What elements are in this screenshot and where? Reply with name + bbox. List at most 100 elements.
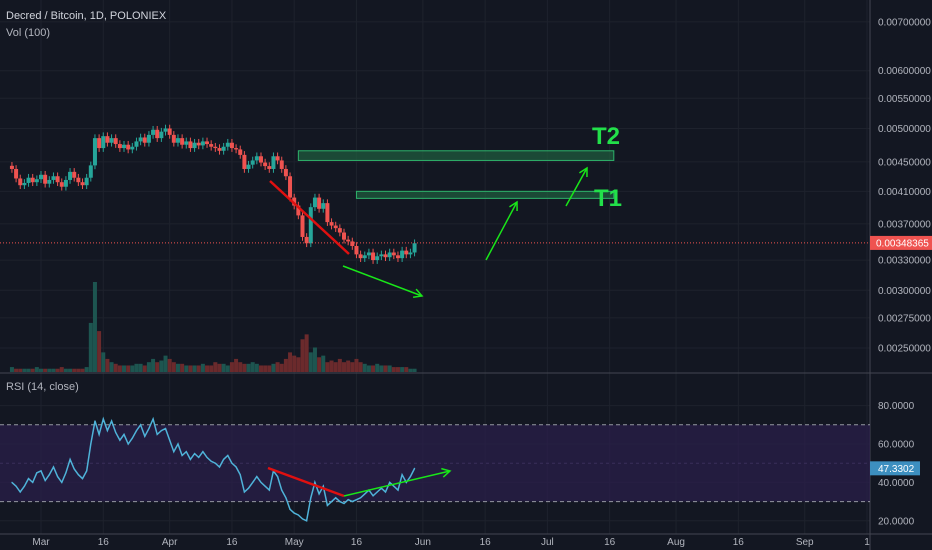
time-axis-tick-label: Sep	[796, 537, 814, 548]
volume-bar	[34, 367, 39, 372]
rsi-point	[98, 433, 100, 435]
rsi-point	[181, 454, 183, 457]
rsi-point	[364, 493, 366, 495]
candle-body	[308, 207, 313, 244]
rsi-point	[156, 433, 158, 435]
candle-body	[151, 129, 156, 135]
rsi-point	[306, 520, 308, 522]
volume-bar	[155, 362, 160, 372]
rsi-point	[210, 460, 212, 462]
rsi-point	[164, 428, 167, 430]
arrow-line	[267, 466, 345, 498]
target-t2-label: T2	[592, 123, 620, 150]
candlestick-series	[9, 124, 417, 264]
candle-body	[14, 168, 19, 179]
axis-labels: 0.00700000 0.00600000 0.00550000 0.00500000…	[32, 17, 932, 548]
candle-body	[63, 179, 68, 187]
candle-body	[250, 160, 255, 165]
time-axis-tick-label: Apr	[162, 537, 178, 548]
volume-bar	[26, 368, 31, 372]
volume-bar	[342, 362, 347, 372]
volume-legend[interactable]: Vol (100)	[6, 27, 51, 39]
candle-body	[300, 215, 305, 237]
candle-body	[271, 156, 276, 169]
candle-body	[47, 179, 52, 184]
candle-body	[92, 138, 97, 166]
rsi-point	[44, 479, 46, 482]
rsi-point	[289, 508, 291, 510]
candle-body	[358, 254, 363, 259]
volume-bar	[292, 355, 297, 372]
volume-bar	[366, 365, 371, 372]
candle-body	[292, 197, 297, 206]
rsi-point	[231, 462, 233, 464]
candle-body	[213, 146, 218, 149]
candle-body	[354, 245, 359, 255]
volume-bar	[196, 365, 201, 372]
candle-body	[76, 177, 81, 183]
rsi-point	[252, 481, 254, 483]
rsi-point	[314, 481, 316, 483]
candle-body	[391, 252, 396, 256]
price-axis-tick-label: 0.00550000	[878, 94, 931, 105]
volume-bar	[180, 363, 185, 372]
candle-body	[134, 141, 139, 147]
volume-bar	[175, 363, 180, 372]
volume-bar	[317, 357, 322, 372]
time-axis-tick-label: 16	[351, 537, 363, 548]
candle-body	[275, 156, 280, 161]
candle-body	[242, 154, 247, 169]
volume-bar	[395, 367, 400, 372]
volume-bar	[234, 358, 239, 372]
volume-bar	[101, 352, 106, 372]
volume-bar	[43, 368, 48, 372]
volume-bar	[18, 368, 23, 372]
rsi-point	[243, 491, 245, 493]
volume-bar	[167, 358, 172, 372]
candle-body	[72, 171, 77, 178]
rsi-point	[397, 489, 399, 491]
arrow-line	[342, 265, 423, 297]
price-axis-tick-label: 0.00500000	[878, 124, 931, 135]
time-axis-tick-label: 16	[98, 537, 110, 548]
target-zone	[355, 190, 615, 199]
candle-body	[238, 149, 243, 155]
rsi-point	[119, 439, 121, 441]
volume-bar	[76, 368, 81, 372]
volume-bar	[151, 358, 156, 372]
candle-body	[167, 128, 172, 135]
candle-body	[175, 138, 180, 143]
rsi-point	[115, 431, 117, 434]
candle-body	[192, 142, 197, 149]
rsi-legend[interactable]: RSI (14, close)	[6, 381, 79, 393]
candle-body	[209, 144, 214, 147]
target-zones	[297, 150, 615, 199]
volume-bar	[350, 362, 355, 372]
rsi-point	[281, 489, 283, 491]
candle-body	[84, 177, 89, 186]
symbol-legend[interactable]: Decred / Bitcoin, 1D, POLONIEX	[6, 10, 167, 22]
volume-bar	[404, 367, 409, 372]
candle-body	[68, 171, 73, 180]
volume-bar	[105, 358, 110, 372]
volume-bar	[159, 360, 164, 372]
volume-bar	[163, 355, 168, 372]
rsi-point	[401, 474, 403, 476]
candle-body	[171, 134, 176, 143]
rsi-point	[293, 512, 295, 514]
volume-bar	[325, 362, 330, 372]
candle-body	[337, 228, 342, 233]
candle-body	[312, 197, 317, 208]
volume-bar	[122, 365, 127, 372]
rsi-point	[260, 481, 262, 483]
volume-bar	[130, 365, 135, 372]
candle-body	[109, 138, 114, 143]
volume-bar	[209, 365, 214, 372]
volume-bar	[258, 365, 263, 372]
volume-bar	[22, 368, 27, 372]
volume-bar	[329, 360, 334, 372]
candle-body	[113, 138, 118, 145]
candle-body	[229, 142, 234, 149]
